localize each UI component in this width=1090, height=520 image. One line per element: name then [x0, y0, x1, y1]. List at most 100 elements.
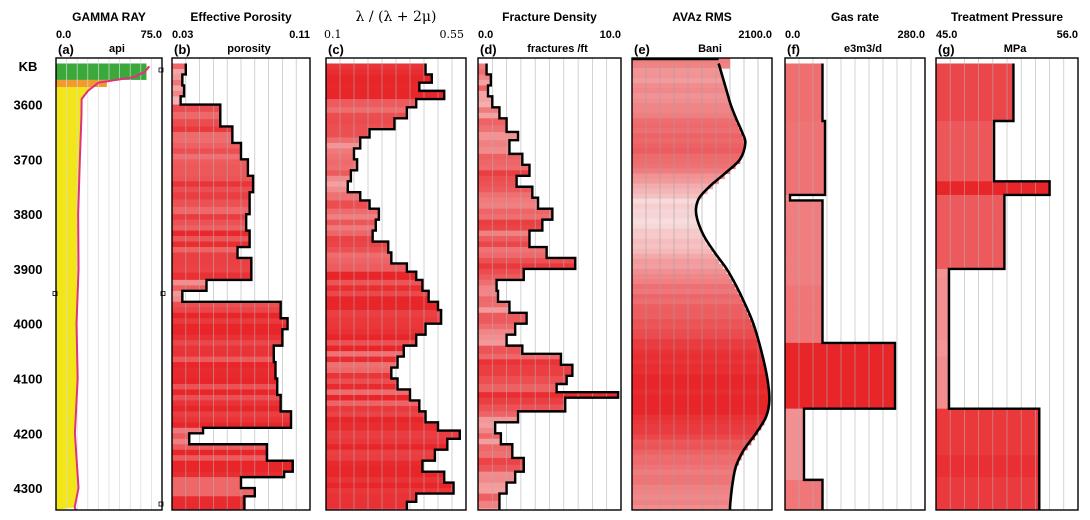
shade-band — [172, 74, 183, 81]
gamma-fill — [56, 66, 150, 510]
depth-tick-label-3600: 3600 — [14, 98, 43, 113]
shade-band — [936, 154, 995, 162]
shade-band — [936, 242, 1005, 250]
shade-band — [172, 471, 285, 478]
shade-band — [326, 230, 373, 237]
shade-band — [478, 85, 489, 92]
shade-band — [936, 363, 949, 371]
shade-band — [172, 496, 245, 504]
shade-band — [326, 411, 426, 418]
shade-band — [936, 235, 1005, 243]
shade-band — [326, 247, 389, 253]
shade-band — [785, 226, 823, 233]
shade-band — [478, 247, 547, 253]
track-frame — [477, 57, 622, 511]
shade-band — [785, 278, 823, 286]
shade-band — [936, 228, 1005, 236]
shade-band — [478, 131, 519, 141]
shade-band — [326, 181, 348, 188]
shade-band — [172, 137, 233, 144]
shade-band — [785, 63, 823, 71]
shade-band — [172, 460, 293, 467]
shade-band — [785, 114, 823, 122]
shade-band — [936, 340, 949, 347]
shade-band — [478, 296, 499, 303]
shade-band — [478, 323, 516, 330]
shade-band — [478, 301, 510, 308]
shade-band — [478, 375, 567, 385]
shade-band — [326, 241, 389, 248]
shade-band — [936, 502, 1040, 510]
shade-band — [632, 359, 764, 365]
shade-band — [936, 308, 949, 316]
shade-band — [936, 351, 949, 358]
shade-band — [936, 469, 1040, 478]
shade-band — [785, 434, 804, 442]
shade-band — [172, 285, 207, 292]
track-title: λ / (λ + 2μ) — [356, 9, 437, 25]
shade-band — [478, 364, 573, 371]
shade-band — [632, 168, 731, 175]
shade-band — [172, 159, 248, 166]
shade-band — [632, 324, 754, 330]
track-frame — [325, 57, 467, 511]
shade-band — [936, 174, 995, 182]
shade-band — [632, 278, 733, 285]
shade-band — [172, 148, 241, 155]
track-title: GAMMA RAY — [72, 10, 146, 24]
shade-band — [785, 473, 804, 481]
shade-band — [326, 466, 423, 473]
shade-band — [785, 194, 790, 201]
shade-band — [632, 73, 722, 79]
shade-band — [478, 464, 524, 473]
shade-band — [326, 334, 417, 341]
shade-band — [172, 272, 252, 281]
shade-band — [326, 214, 379, 221]
shade-band — [326, 455, 435, 462]
shade-band — [632, 444, 748, 451]
edge-marker — [160, 291, 166, 296]
shade-band — [936, 221, 1005, 230]
shade-band — [632, 294, 741, 300]
shade-band — [785, 402, 895, 410]
shade-band — [632, 248, 713, 255]
shade-band — [326, 460, 423, 467]
shade-band — [172, 433, 190, 440]
shade-band — [632, 379, 768, 386]
shade-band — [632, 233, 704, 240]
shade-band — [785, 317, 823, 325]
shade-band — [785, 460, 804, 468]
shade-band — [326, 430, 460, 440]
shade-band — [478, 329, 516, 336]
shade-band — [478, 457, 524, 466]
shade-band — [478, 197, 539, 204]
shade-band — [632, 223, 699, 230]
track-title: Treatment Pressure — [951, 10, 1063, 24]
shade-band — [172, 104, 221, 113]
shade-band — [326, 323, 426, 330]
shade-band — [478, 79, 491, 86]
shade-band — [632, 133, 743, 139]
shade-band — [785, 188, 825, 196]
shade-band — [326, 378, 398, 385]
shade-band — [632, 88, 726, 94]
track-body — [56, 58, 152, 510]
shade-band — [326, 63, 426, 70]
shade-band — [326, 383, 398, 390]
shade-band — [632, 93, 728, 99]
shade-band — [936, 127, 995, 135]
shade-band — [172, 241, 250, 248]
shade-band — [936, 101, 1014, 109]
shade-band — [478, 175, 517, 182]
shade-band — [478, 318, 527, 325]
shade-band — [172, 265, 252, 274]
shade-band — [326, 329, 426, 336]
shade-band — [478, 208, 553, 215]
depth-tick-label-3800: 3800 — [14, 207, 43, 222]
shade-band — [478, 192, 533, 199]
shade-band — [172, 257, 252, 266]
shade-band — [936, 435, 1040, 443]
shade-band — [936, 161, 995, 169]
